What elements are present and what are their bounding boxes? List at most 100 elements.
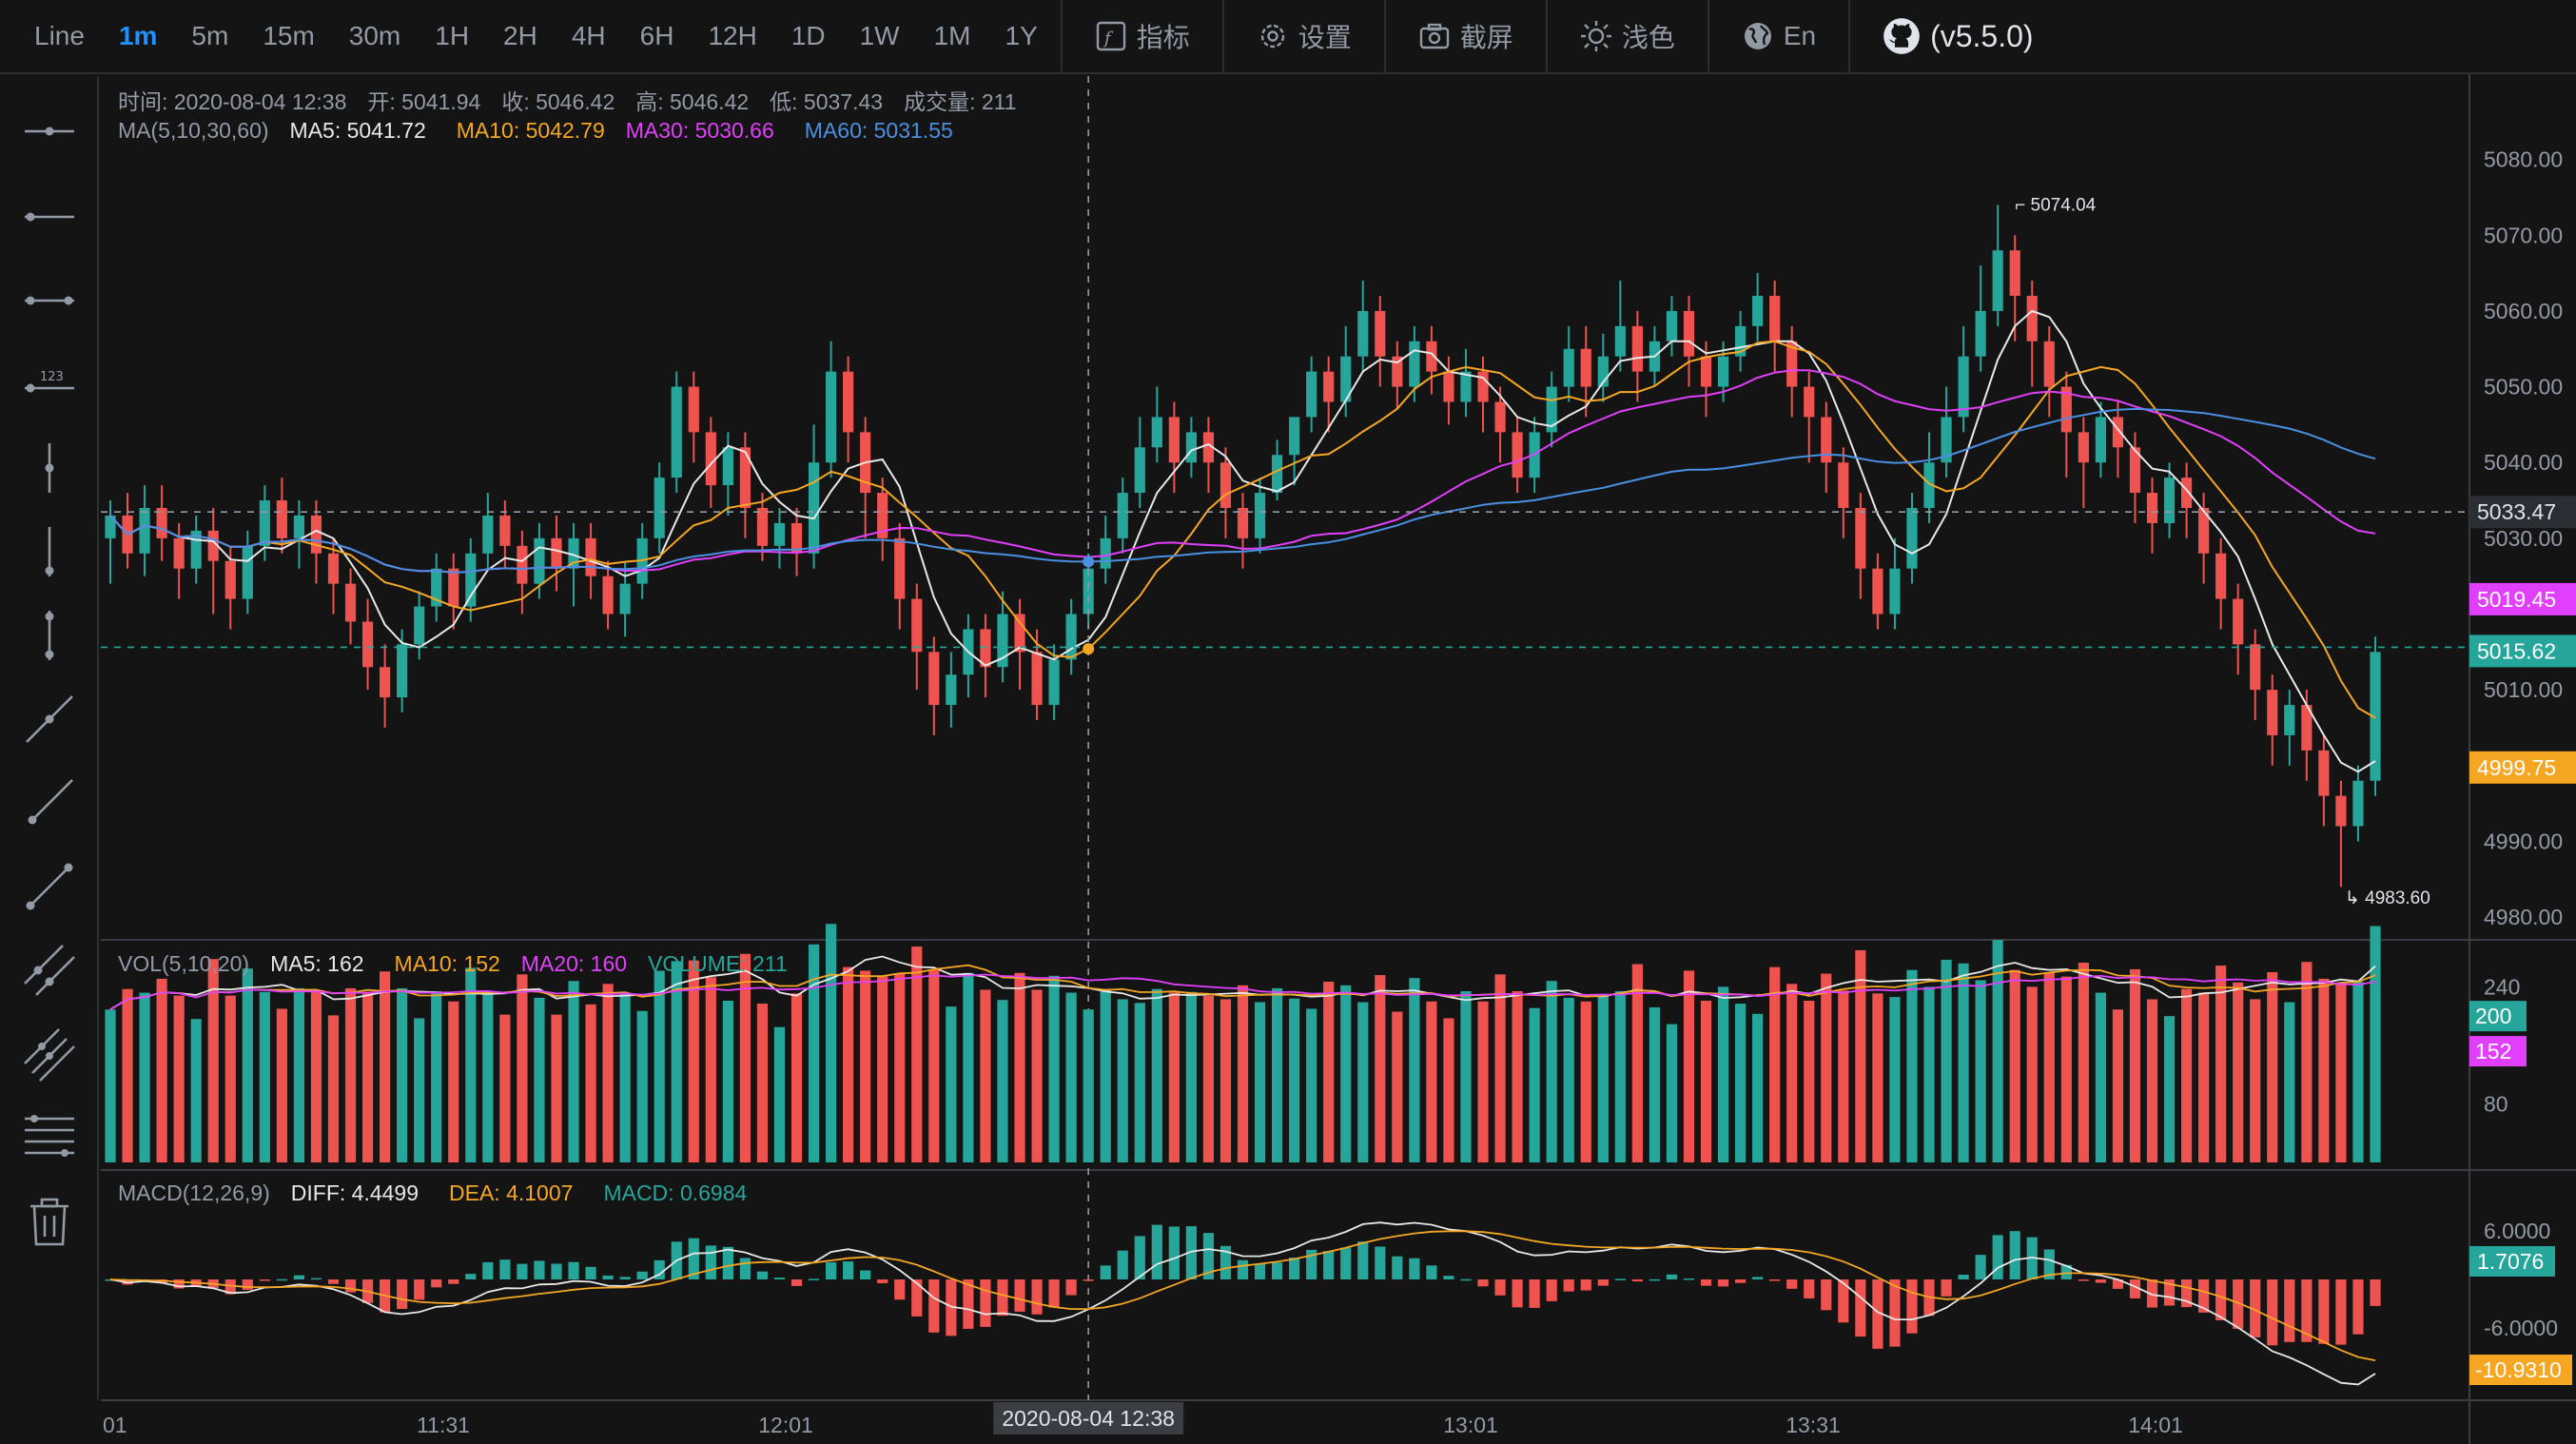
candle (705, 417, 716, 508)
macd-bar (499, 1259, 511, 1279)
candle-body (1717, 356, 1729, 387)
macd-bar (1631, 1279, 1643, 1282)
period-5m[interactable]: 5m (191, 21, 229, 50)
gear-icon (1260, 24, 1284, 49)
candle (380, 644, 391, 728)
period-30m[interactable]: 30m (348, 21, 401, 50)
candle-body (1597, 356, 1609, 387)
clear-drawings-button[interactable] (15, 1187, 84, 1256)
low-price-mark: ↳ 4983.60 (2345, 888, 2430, 908)
volume-bar (1340, 985, 1352, 1162)
volume-bar (773, 1026, 786, 1162)
ray-line-tool[interactable] (15, 769, 84, 837)
period-4h[interactable]: 4H (571, 21, 606, 50)
volume-bar (2095, 992, 2106, 1162)
period-15m[interactable]: 15m (263, 21, 315, 50)
candle-body (585, 537, 596, 576)
price-tick-label: 5010.00 (2484, 677, 2563, 702)
candle-body (843, 371, 854, 433)
period-line[interactable]: Line (34, 21, 85, 50)
period-2h[interactable]: 2H (503, 21, 537, 50)
period-6h[interactable]: 6H (639, 21, 674, 50)
horizontal-ray-tool[interactable] (15, 97, 84, 166)
segment-line-tool[interactable] (15, 852, 84, 921)
volume-bar (2198, 992, 2210, 1162)
volume-bar (2112, 1009, 2124, 1162)
candle-body (534, 537, 545, 584)
indicators-button[interactable]: f 指标 (1068, 0, 1217, 73)
volume-bar (1185, 991, 1197, 1162)
candle-body (722, 447, 733, 486)
macd-bar (1392, 1256, 1403, 1279)
candle-body (1357, 310, 1369, 357)
period-1m[interactable]: 1m (118, 21, 158, 50)
macd-bar (705, 1245, 716, 1279)
vol-ma-last-bg (2469, 1036, 2527, 1067)
volume-bar (499, 1014, 511, 1162)
macd-bar (2301, 1279, 2313, 1342)
volume-bar (1804, 1001, 1815, 1162)
price-channel-tool[interactable] (15, 1020, 84, 1088)
candle (1185, 417, 1197, 478)
volume-bar (1769, 966, 1781, 1162)
volume-bar (414, 1018, 425, 1162)
period-1m[interactable]: 1M (933, 21, 971, 50)
macd-bar (1752, 1277, 1764, 1279)
ray-line-icon (28, 779, 73, 825)
candle-body (2318, 750, 2330, 796)
straight-line-tool[interactable] (15, 685, 84, 753)
parallel-line-tool[interactable] (15, 936, 84, 1005)
candle (1014, 598, 1025, 691)
macd-bar (825, 1261, 837, 1279)
volume-bar (380, 971, 391, 1162)
candle (344, 568, 357, 645)
period-1w[interactable]: 1W (859, 21, 900, 50)
vertical-ray-tool[interactable] (15, 434, 84, 502)
horizontal-segment-tool[interactable] (15, 266, 84, 335)
language-toggle[interactable]: En (1715, 0, 1843, 73)
period-1d[interactable]: 1D (790, 21, 826, 50)
macd-bar (1151, 1224, 1162, 1279)
period-1h[interactable]: 1H (435, 21, 470, 50)
period-12h[interactable]: 12H (708, 21, 757, 50)
github-link[interactable]: (v5.5.0) (1856, 0, 2059, 73)
period-1y[interactable]: 1Y (1005, 21, 1038, 50)
candle (1821, 401, 1832, 494)
candle-body (190, 530, 202, 569)
candle (1375, 295, 1386, 387)
macd-bar (1065, 1279, 1077, 1296)
candle (1494, 386, 1506, 463)
horizontal-line-tool[interactable] (15, 183, 84, 251)
candle-body (946, 674, 957, 706)
candle (2284, 690, 2295, 766)
macd-diff-line (109, 1221, 2376, 1386)
crosshair-dot (1083, 556, 1095, 568)
volume-bar (1546, 981, 1557, 1162)
volume-bar (911, 946, 923, 1162)
candle (1941, 386, 1952, 478)
vertical-line-tool[interactable] (15, 517, 84, 586)
volume-bar (2163, 1016, 2176, 1162)
volume-bar (568, 981, 579, 1162)
volume-bar (2129, 968, 2141, 1162)
volume-bar (1031, 989, 1043, 1162)
screenshot-button[interactable]: 截屏 (1392, 0, 1540, 73)
volume-bar (361, 991, 374, 1162)
candle (1254, 478, 1266, 554)
macd-bar (1185, 1226, 1197, 1279)
candle-body (1666, 310, 1678, 341)
settings-button[interactable]: 设置 (1230, 0, 1378, 73)
price-line-tool[interactable]: 123 (15, 350, 84, 419)
candle-body (1563, 348, 1574, 387)
vol-ma10-value: MA10: 152 (394, 951, 500, 976)
volume-bar (397, 987, 408, 1162)
candle-body (551, 537, 562, 569)
vertical-segment-tool[interactable] (15, 601, 84, 670)
macd-bar (551, 1263, 562, 1279)
macd-bar (1529, 1279, 1540, 1308)
candle-body (259, 500, 270, 546)
fibonacci-tool[interactable] (15, 1103, 84, 1172)
candle-body (1168, 417, 1180, 463)
theme-toggle[interactable]: 浅色 (1553, 0, 1702, 73)
